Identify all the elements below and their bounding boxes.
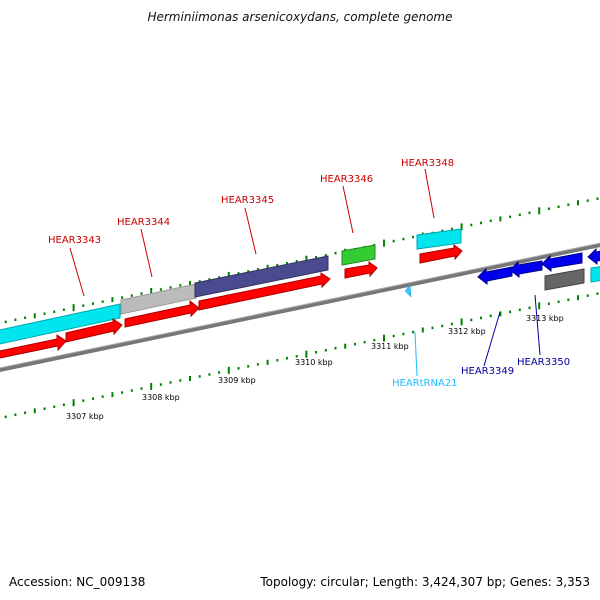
scale-label: 3309 kbp — [218, 376, 256, 385]
cds-bar-cyan-3 — [590, 266, 600, 283]
genome-summary: Topology: circular; Length: 3,424,307 bp… — [260, 575, 590, 589]
gene-label-hear3350: HEAR3350 — [517, 357, 570, 368]
gene-arrow-forward — [344, 261, 378, 279]
gene-arrow-reverse — [587, 247, 600, 266]
gene-arrow-forward — [419, 244, 463, 264]
label-leader-line — [483, 311, 501, 367]
gene-label-hear3349: HEAR3349 — [461, 366, 514, 377]
scale-label: 3313 kbp — [526, 314, 564, 323]
gene-label-heartrna21: HEARtRNA21 — [392, 378, 458, 389]
inner-tick-track — [4, 292, 599, 419]
cds-bar-green — [341, 244, 376, 266]
label-leader-line — [424, 168, 435, 219]
cds-bar-cyan-2 — [416, 228, 462, 250]
gene-label-hear3345: HEAR3345 — [221, 195, 274, 206]
genome-backbone — [0, 243, 600, 372]
gene-arrow-reverse — [509, 260, 543, 279]
gene-label-hear3343: HEAR3343 — [48, 235, 101, 246]
cds-bar-cyan-1 — [0, 303, 121, 345]
gene-arrow-reverse — [541, 252, 583, 273]
scale-label: 3312 kbp — [448, 327, 486, 336]
scale-label: 3308 kbp — [142, 393, 180, 402]
label-leader-line — [69, 247, 85, 297]
cds-bar-purple — [194, 255, 329, 298]
gene-arrow-forward — [124, 299, 200, 328]
scale-label: 3310 kbp — [295, 358, 333, 367]
gene-label-hear3348: HEAR3348 — [401, 158, 454, 169]
genome-backbone-highlight — [0, 242, 600, 369]
gene-arrow-forward — [0, 334, 67, 359]
gene-label-hear3344: HEAR3344 — [117, 217, 170, 228]
label-leader-line — [140, 228, 153, 278]
trna-marker — [404, 284, 412, 298]
label-leader-line — [244, 207, 257, 255]
scale-label: 3311 kbp — [371, 342, 409, 351]
cds-bar-gray — [120, 283, 197, 315]
gene-arrow-forward — [65, 318, 123, 343]
map-title: Herminiimonas arsenicoxydans, complete g… — [147, 10, 453, 24]
scale-label: 3307 kbp — [66, 412, 104, 421]
accession-label: Accession: NC_009138 — [9, 575, 146, 589]
label-leader-line — [414, 331, 418, 377]
gene-arrow-forward — [198, 272, 331, 311]
label-leader-line — [534, 294, 541, 356]
cds-bar-darkgray — [544, 268, 585, 291]
gene-label-hear3346: HEAR3346 — [320, 174, 373, 185]
label-leader-line — [342, 185, 354, 234]
